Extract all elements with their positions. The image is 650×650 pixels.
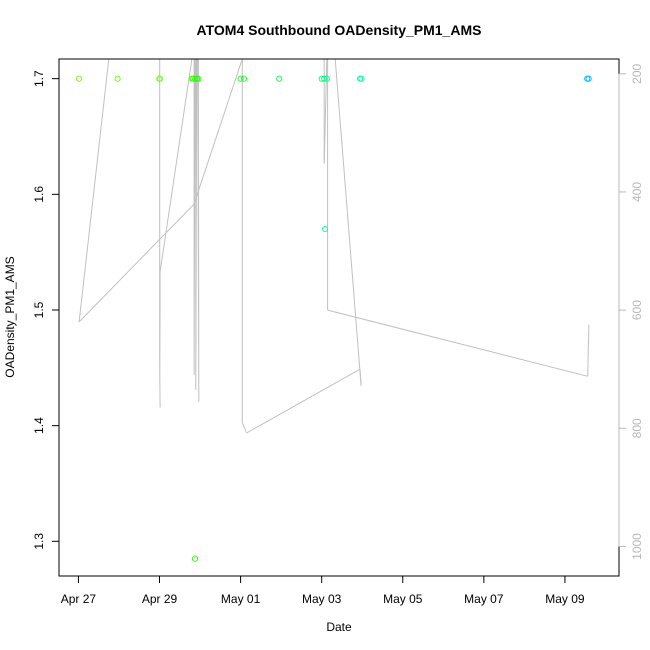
plot-frame [58,58,620,577]
data-point [585,75,592,82]
y-axis: 1.3 1.4 1.5 1.6 1.7 [32,70,60,550]
y-tick-label: 1.7 [32,70,46,87]
y-tick-label: 1.3 [32,533,46,550]
series-line-segment [327,309,588,377]
chart-title: ATOM4 Southbound OADensity_PM1_AMS [197,22,482,38]
secondary-y-tick-label: 200 [630,63,644,83]
x-tick-label: May 03 [302,592,342,606]
secondary-y-tick-label: 800 [630,418,644,438]
x-tick-label: May 01 [221,592,261,606]
series-line-segment [587,324,590,377]
series-line [78,58,200,408]
y-tick-label: 1.4 [32,417,46,434]
data-point [156,75,163,82]
secondary-y-tick-label: 1000 [630,533,644,560]
series-line-segment [246,368,361,434]
x-axis: Apr 27 Apr 29 May 01 May 03 May 05 May 07 May … [61,575,585,606]
data-point [321,75,328,82]
y-tick-label: 1.5 [32,301,46,318]
data-point [358,75,365,82]
y-axis-label: OADensity_PM1_AMS [3,256,17,377]
series-line-segment [193,58,243,204]
x-tick-label: May 09 [545,592,585,606]
data-point [195,75,202,82]
secondary-y-tick-label: 600 [630,300,644,320]
data-point [276,75,283,82]
data-point [237,75,244,82]
x-tick-label: May 07 [464,592,504,606]
x-tick-label: Apr 27 [61,592,97,606]
data-point [191,555,199,562]
series-line-segment [334,58,362,386]
data-point [323,75,330,82]
data-point [322,225,329,233]
x-tick-label: May 05 [383,592,423,606]
secondary-y-axis: 200 400 600 800 1000 [618,63,644,560]
series-line-segment [241,422,247,434]
series-line-group [78,58,590,434]
y-tick-label: 1.6 [32,186,46,203]
x-tick-label: Apr 29 [142,592,178,606]
series-points-group [76,75,592,562]
data-point [192,75,199,82]
data-point [76,75,83,82]
secondary-y-tick-label: 400 [630,182,644,202]
x-axis-label: Date [326,620,352,634]
data-point [240,75,248,82]
data-point [114,75,121,82]
